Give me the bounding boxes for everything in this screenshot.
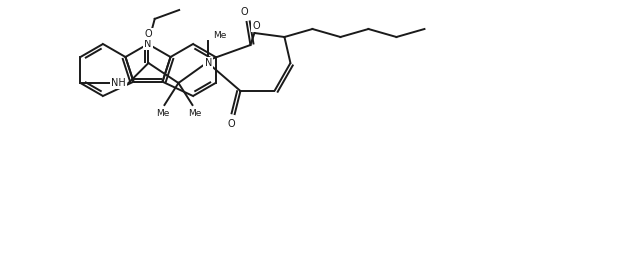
Text: Me: Me bbox=[213, 31, 227, 41]
Text: Me: Me bbox=[156, 108, 169, 117]
Text: Me: Me bbox=[187, 108, 201, 117]
Text: N: N bbox=[144, 39, 152, 49]
Text: O: O bbox=[228, 119, 235, 129]
Text: O: O bbox=[253, 21, 260, 31]
Text: NH: NH bbox=[111, 78, 126, 88]
Text: N: N bbox=[205, 58, 212, 68]
Text: O: O bbox=[241, 7, 248, 17]
Text: O: O bbox=[144, 29, 152, 39]
